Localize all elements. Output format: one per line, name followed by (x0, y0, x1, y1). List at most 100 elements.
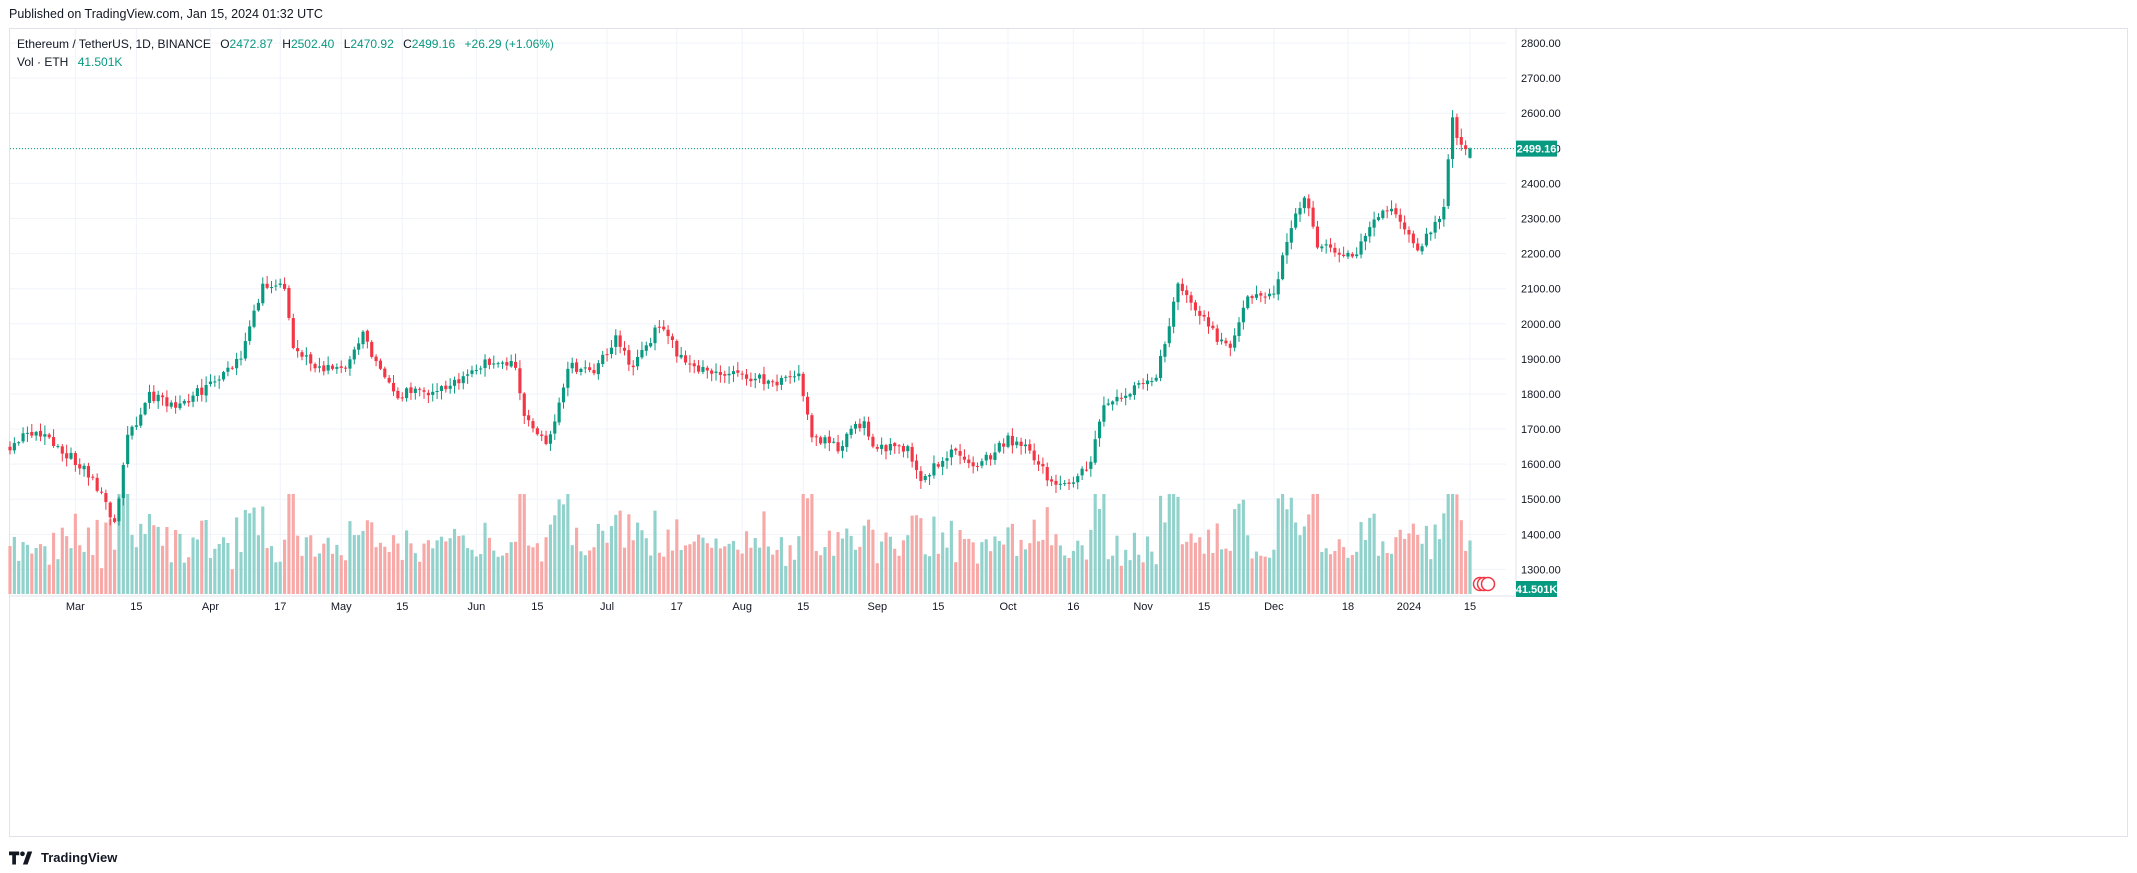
candle (444, 380, 448, 393)
volume-bar (1368, 517, 1372, 594)
candle (697, 359, 701, 374)
volume-bar (705, 543, 709, 594)
candle (1224, 337, 1228, 347)
candle-body (1015, 441, 1019, 446)
candle (553, 414, 557, 440)
candle-body (544, 435, 548, 444)
volume-bar (160, 545, 165, 594)
volume-bar (836, 532, 840, 594)
time-axis[interactable]: Mar 15 Apr 17 May 15 Jun 15 Jul 17 Aug 15 Sep 15 Oct 16… (10, 595, 1516, 613)
candle (1036, 454, 1041, 472)
volume-bar (248, 513, 252, 594)
candle-body (361, 331, 365, 345)
candle-body (130, 426, 134, 436)
candle (1346, 250, 1350, 260)
candle-body (701, 366, 705, 372)
candle-body (1084, 469, 1089, 471)
candle-body (99, 491, 104, 493)
candle (1167, 317, 1171, 348)
candle (670, 333, 675, 348)
candle-body (1267, 293, 1272, 297)
candle-body (317, 366, 322, 368)
footer-brand[interactable]: TradingView (9, 850, 117, 865)
volume-bar (997, 541, 1001, 594)
candle-body (1058, 483, 1062, 485)
candle-body (178, 403, 182, 409)
volume-bar (714, 538, 718, 594)
volume-bar (679, 550, 683, 594)
candle-body (1111, 401, 1115, 405)
volume-bar (1342, 547, 1346, 594)
candle (701, 360, 705, 375)
volume-bar (958, 530, 962, 594)
volume-bar (1311, 494, 1315, 594)
candle-body (139, 414, 143, 426)
candle (69, 447, 73, 460)
candle (588, 362, 592, 373)
time-tick-label: 16 (1067, 601, 1079, 613)
volume-bar (374, 547, 378, 594)
volume-bar (1372, 513, 1376, 594)
candle-body (1372, 219, 1376, 228)
volume-bar (326, 537, 330, 594)
candle (1267, 288, 1272, 300)
volume-bar (718, 548, 722, 594)
candle-body (326, 364, 330, 371)
candle (919, 466, 923, 489)
candle (962, 449, 967, 463)
volume-bar (1398, 529, 1402, 594)
price-tick-label: 1900.00 (1521, 354, 1561, 366)
candle (579, 367, 583, 376)
volume-bar (143, 533, 147, 594)
candle-body (1437, 218, 1442, 223)
candle (832, 437, 836, 444)
volume-bar (483, 522, 487, 594)
volume-bar (871, 529, 875, 594)
volume-bar (1067, 557, 1071, 594)
candle-body (518, 368, 522, 394)
volume-bar (1389, 553, 1394, 594)
candle (1420, 243, 1424, 255)
candle-body (1389, 208, 1394, 212)
price-axis[interactable]: 1300.00 1400.00 1500.00 1600.00 1700.00 1800.… (1515, 29, 1561, 596)
volume-bar (296, 535, 300, 594)
volume-bar (56, 559, 60, 594)
volume-bar (1141, 562, 1145, 594)
candle-body (221, 372, 226, 380)
candle (156, 390, 160, 409)
candle (910, 442, 914, 468)
candle-body (823, 437, 827, 444)
volume-bar (387, 551, 391, 594)
candle (779, 375, 783, 390)
volume-bar (235, 517, 239, 594)
volume-bar (749, 547, 753, 594)
candle-body (1416, 243, 1420, 251)
candle (605, 348, 609, 362)
candle-body (1259, 293, 1263, 296)
volume-bar (1250, 558, 1254, 594)
candle (636, 349, 640, 371)
candle-body (187, 401, 191, 403)
volume-label[interactable]: Vol · ETH (17, 55, 69, 69)
volume-bar (1259, 555, 1263, 594)
candle-body (204, 385, 208, 396)
economic-event-icon[interactable] (1480, 576, 1496, 592)
candle (627, 344, 631, 372)
volume-bar (928, 556, 932, 594)
candle (56, 444, 60, 449)
symbol-name[interactable]: Ethereum / TetherUS, 1D, BINANCE (17, 37, 211, 51)
candle-body (1320, 246, 1324, 249)
volume-bar (548, 524, 552, 594)
volume-bar (204, 519, 208, 594)
candle-body (1211, 325, 1215, 329)
candle (1237, 317, 1241, 342)
candle-body (156, 394, 160, 402)
volume-bar (574, 527, 579, 594)
candle-body (788, 376, 792, 378)
candle (1045, 462, 1049, 487)
candle-body (1315, 226, 1320, 248)
price-tick-label: 1800.00 (1521, 389, 1561, 401)
candle (666, 325, 670, 345)
price-tick-label: 2700.00 (1521, 73, 1561, 85)
